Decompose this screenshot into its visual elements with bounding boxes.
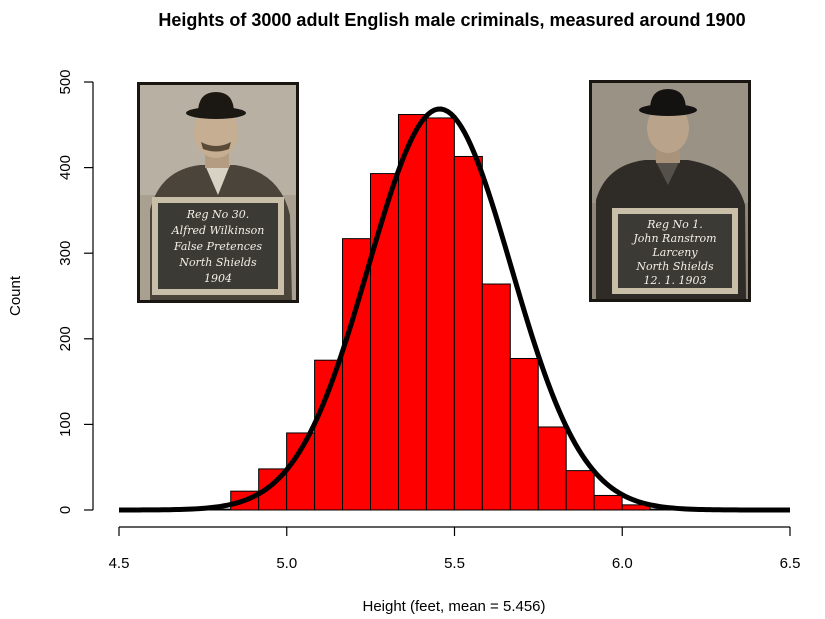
mugshot-right: Reg No 1. John Ranstrom Larceny North Shiel… (589, 80, 751, 302)
y-tick-label: 400 (57, 155, 74, 180)
y-tick-label: 0 (57, 506, 74, 514)
slate-board-right: Reg No 1. John Ranstrom Larceny North Shiel… (612, 208, 738, 294)
histogram-bar-10 (453, 155, 483, 511)
chart-title: Heights of 3000 adult English male crimi… (158, 10, 745, 30)
histogram-bar-15 (593, 494, 623, 511)
slate-line: 1904 (204, 272, 232, 285)
histogram-bars (202, 114, 679, 511)
x-axis-label: Height (feet, mean = 5.456) (362, 598, 545, 615)
slate-board-left: Reg No 30. Alfred Wilkinson False Pretence… (152, 197, 284, 295)
histogram-bar-7 (369, 173, 399, 511)
slate-line: Reg No 1. (646, 218, 703, 231)
slate-line: Larceny (651, 246, 698, 259)
slate-line: 12. 1. 1903 (644, 274, 707, 287)
slate-line: John Ranstrom (631, 232, 716, 245)
y-tick-label: 200 (57, 326, 74, 351)
histogram-bar-8 (397, 114, 427, 511)
slate-line: False Pretences (173, 240, 262, 253)
slate-line: Reg No 30. (186, 208, 250, 221)
histogram-bar-16 (621, 504, 651, 511)
normal-curve-line (119, 106, 790, 513)
mugshot-left: Reg No 30. Alfred Wilkinson False Pretence… (137, 82, 299, 303)
slate-line: Alfred Wilkinson (171, 224, 265, 237)
x-tick-label: 6.0 (612, 555, 633, 572)
histogram-bar-14 (565, 470, 595, 511)
x-axis: 4.5 5.0 5.5 6.0 6.5 (109, 526, 801, 572)
histogram-bar-13 (537, 426, 567, 511)
y-axis: 0 100 200 300 400 500 (57, 69, 94, 514)
histogram-bar-4 (286, 432, 316, 511)
histogram-bar-11 (481, 283, 511, 511)
y-tick-label: 300 (57, 241, 74, 266)
x-tick-label: 6.5 (780, 555, 801, 572)
histogram-bar-9 (425, 117, 455, 511)
histogram-bar-12 (509, 357, 539, 511)
y-tick-label: 500 (57, 69, 74, 94)
slate-line: North Shields (178, 256, 257, 269)
histogram-bar-5 (314, 359, 344, 511)
x-tick-label: 5.0 (276, 555, 297, 572)
x-tick-label: 5.5 (444, 555, 465, 572)
y-tick-label: 100 (57, 412, 74, 437)
slate-line: North Shields (635, 260, 714, 273)
y-axis-label: Count (7, 275, 24, 316)
x-tick-label: 4.5 (109, 555, 130, 572)
